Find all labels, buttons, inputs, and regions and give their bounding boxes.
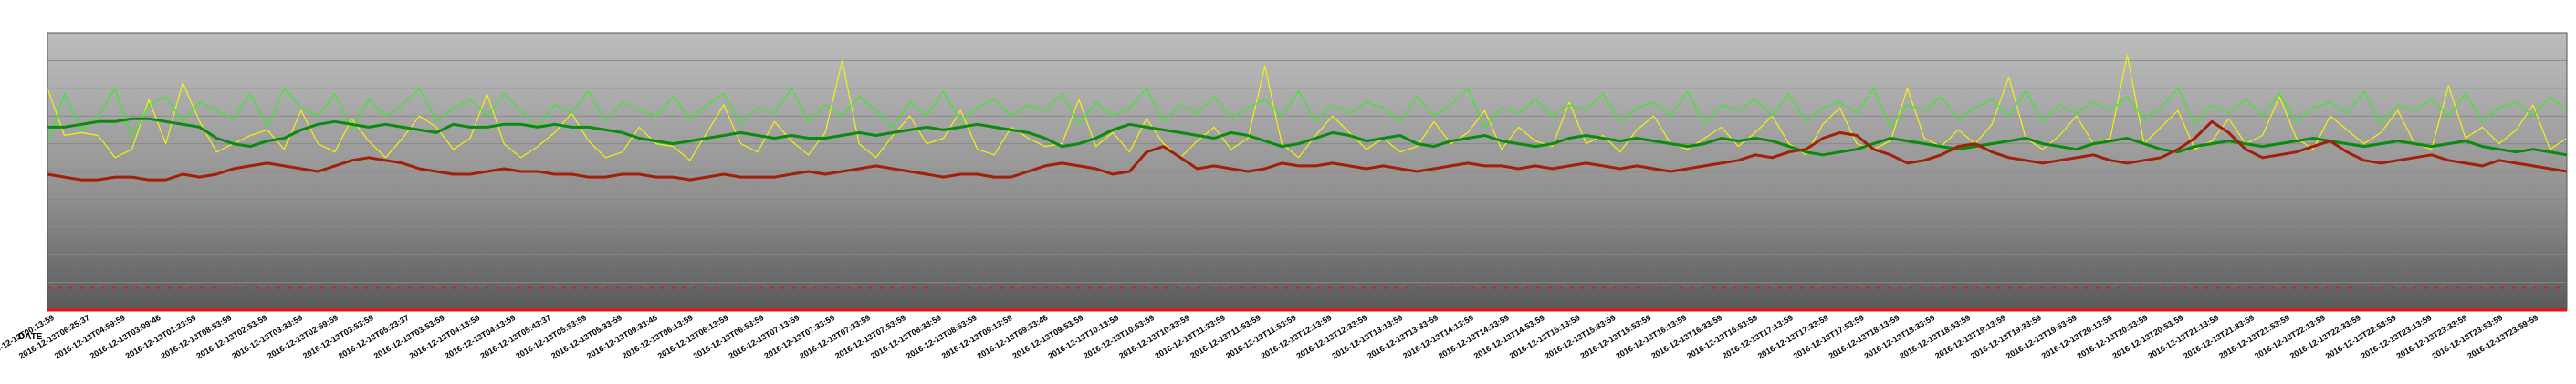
grid-lines [47,59,2567,284]
series-layer [47,54,2568,289]
x-axis-title: DATE [18,332,43,342]
x-tick-labels: 2016-12-13T00:13:592016-12-13T06:25:3720… [0,313,2539,360]
series-line-yellow [47,54,2568,161]
series-line-dark-red [47,119,2568,182]
series-line-light-green [47,88,2568,144]
series-line-dark-green [47,117,2568,157]
